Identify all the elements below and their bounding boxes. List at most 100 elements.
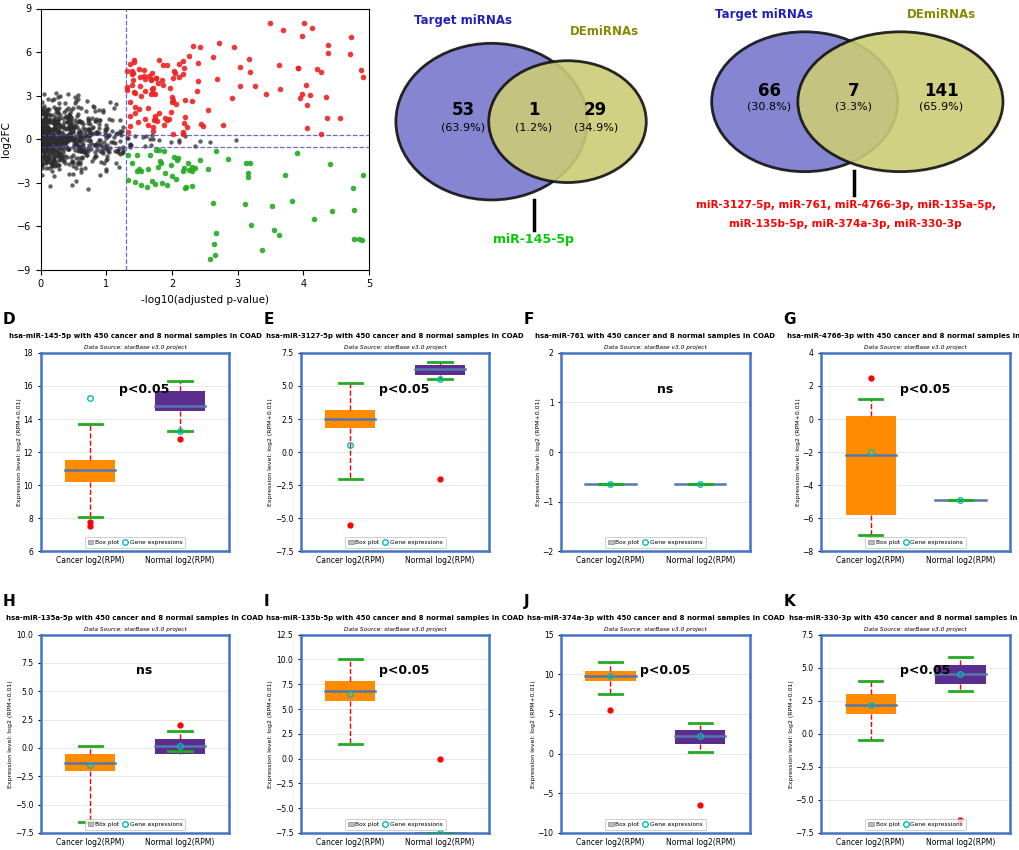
- Point: [60, 133, 76, 146]
- Text: (30.8%): (30.8%): [746, 101, 791, 111]
- Point: [35, 142, 51, 156]
- Point: [140, 162, 156, 175]
- Point: [170, 133, 186, 146]
- Point: [51, 146, 67, 160]
- Point: [50, 122, 66, 135]
- Point: [118, 80, 135, 94]
- Point: [75, 121, 92, 134]
- Point: [34, 121, 50, 134]
- Point: [43, 123, 59, 137]
- Point: [40, 137, 56, 150]
- Point: [59, 130, 75, 144]
- Point: [78, 133, 95, 146]
- Point: [76, 144, 93, 158]
- Point: [51, 125, 67, 139]
- Point: [62, 103, 78, 116]
- Point: [164, 128, 180, 141]
- Point: [271, 59, 287, 72]
- Point: [46, 112, 62, 126]
- Point: [69, 120, 86, 133]
- Point: [99, 122, 115, 135]
- Point: [274, 24, 290, 37]
- Point: [74, 133, 91, 147]
- Point: [72, 126, 89, 139]
- Point: [77, 125, 94, 139]
- Point: [52, 121, 68, 134]
- Point: [68, 131, 85, 145]
- Point: [41, 124, 57, 138]
- Point: [35, 120, 51, 133]
- Point: [152, 156, 168, 170]
- Point: [148, 144, 164, 157]
- Point: [44, 159, 60, 173]
- Point: [49, 116, 65, 129]
- Point: [91, 104, 107, 117]
- Point: [125, 55, 142, 69]
- Point: [57, 132, 73, 145]
- Text: 7: 7: [847, 82, 859, 100]
- Text: hsa-miR-135b-5p with 450 cancer and 8 normal samples in COAD: hsa-miR-135b-5p with 450 cancer and 8 no…: [266, 615, 524, 620]
- Point: [64, 167, 81, 180]
- Text: 141: 141: [923, 82, 958, 100]
- Point: [44, 160, 60, 173]
- Point: [40, 128, 56, 141]
- Text: hsa-miR-3127-5p with 450 cancer and 8 normal samples in COAD: hsa-miR-3127-5p with 450 cancer and 8 no…: [266, 333, 524, 339]
- Point: [36, 150, 52, 163]
- Point: [112, 134, 128, 148]
- Point: [35, 105, 51, 118]
- Point: [42, 129, 58, 143]
- Point: [73, 125, 90, 139]
- Point: [51, 133, 67, 146]
- Point: [50, 149, 66, 162]
- Point: [41, 113, 57, 127]
- Point: [46, 154, 62, 167]
- Point: [35, 103, 51, 116]
- Point: [78, 148, 95, 162]
- Point: [288, 146, 305, 160]
- Point: [63, 130, 79, 144]
- Point: [135, 131, 151, 145]
- Point: [96, 156, 112, 170]
- Point: [43, 156, 59, 169]
- Point: [33, 159, 49, 173]
- Point: [254, 244, 270, 258]
- Text: p<0.05: p<0.05: [119, 382, 169, 395]
- Point: [43, 156, 59, 170]
- Point: [105, 130, 121, 144]
- Point: [89, 137, 105, 150]
- Point: [77, 144, 94, 158]
- Point: [231, 60, 248, 74]
- Point: [36, 133, 52, 146]
- Text: F: F: [523, 312, 533, 327]
- Text: hsa-miR-145-5p with 450 cancer and 8 normal samples in COAD: hsa-miR-145-5p with 450 cancer and 8 nor…: [8, 333, 261, 339]
- Legend: Box plot, Gene expressions: Box plot, Gene expressions: [344, 537, 445, 548]
- Point: [61, 128, 77, 141]
- Point: [55, 135, 71, 149]
- Point: [41, 122, 57, 135]
- Point: [88, 114, 104, 128]
- Point: [38, 156, 54, 170]
- Point: [61, 122, 77, 135]
- Point: [36, 144, 52, 158]
- Point: [46, 155, 62, 168]
- Point: [71, 115, 88, 128]
- Point: [59, 116, 75, 129]
- Point: [63, 122, 79, 135]
- Point: [98, 162, 114, 175]
- Point: [35, 101, 51, 115]
- Point: [48, 122, 64, 135]
- Point: [46, 114, 62, 128]
- Bar: [65, 754, 115, 771]
- Point: [265, 223, 281, 236]
- Point: [53, 137, 69, 150]
- Point: [128, 149, 145, 162]
- Point: [147, 177, 163, 190]
- Point: [159, 178, 175, 192]
- Point: [62, 128, 78, 141]
- Point: [53, 131, 69, 145]
- Point: [48, 126, 64, 139]
- Point: [91, 139, 107, 152]
- Text: p<0.05: p<0.05: [899, 665, 950, 677]
- Point: [225, 40, 242, 54]
- Point: [55, 120, 71, 133]
